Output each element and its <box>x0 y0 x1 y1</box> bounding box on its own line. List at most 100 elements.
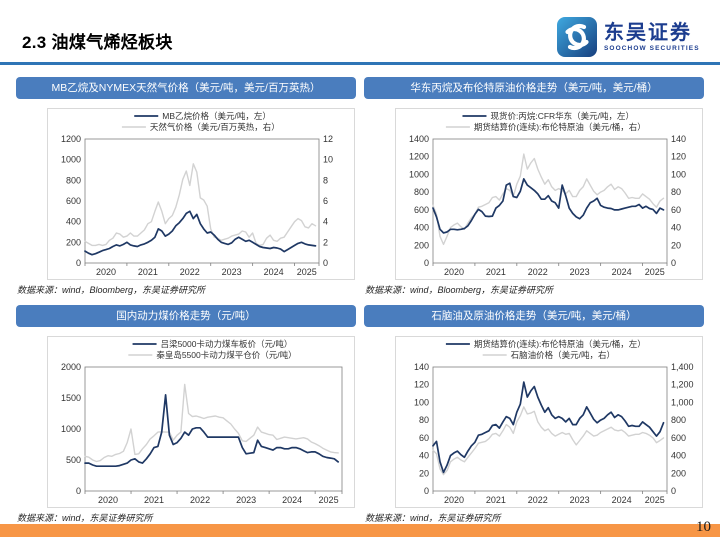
svg-text:秦皇岛5500卡动力煤平仓价（元/吨）: 秦皇岛5500卡动力煤平仓价（元/吨） <box>156 350 296 360</box>
svg-text:600: 600 <box>66 196 81 206</box>
svg-text:600: 600 <box>414 205 429 215</box>
panel-propane-brent: 华东丙烷及布伦特原油价格走势（美元/吨，美元/桶） 现货价:丙烷:CFR华东（美… <box>362 77 706 296</box>
svg-text:2025: 2025 <box>297 267 317 277</box>
svg-text:400: 400 <box>671 451 686 461</box>
svg-text:0: 0 <box>424 486 429 496</box>
svg-text:0: 0 <box>671 486 676 496</box>
svg-text:80: 80 <box>419 415 429 425</box>
panel-header: 华东丙烷及布伦特原油价格走势（美元/吨，美元/桶） <box>364 77 704 99</box>
svg-text:40: 40 <box>671 223 681 233</box>
svg-text:400: 400 <box>414 223 429 233</box>
svg-text:天然气价格（美元/百万英热，右）: 天然气价格（美元/百万英热，右） <box>150 122 280 132</box>
svg-text:期货结算价(连续):布伦特原油（美元/桶，右）: 期货结算价(连续):布伦特原油（美元/桶，右） <box>474 122 646 132</box>
svg-text:0: 0 <box>671 258 676 268</box>
svg-text:20: 20 <box>419 468 429 478</box>
svg-text:800: 800 <box>671 415 686 425</box>
source-note: 数据来源：wind，Bloomberg，东吴证券研究所 <box>17 285 206 295</box>
svg-text:2024: 2024 <box>612 267 632 277</box>
chart-mb-ethane-natgas: MB乙烷价格（美元/吨，左） 天然气价格（美元/百万英热，右） 0 200 400 600… <box>47 108 355 280</box>
svg-text:现货价:丙烷:CFR华东（美元/吨，左）: 现货价:丙烷:CFR华东（美元/吨，左） <box>490 111 634 121</box>
svg-text:2: 2 <box>323 237 328 247</box>
svg-text:2020: 2020 <box>98 495 118 505</box>
svg-text:200: 200 <box>414 240 429 250</box>
svg-text:2025: 2025 <box>645 495 665 505</box>
svg-text:600: 600 <box>671 433 686 443</box>
svg-text:2023: 2023 <box>570 267 590 277</box>
page-title: 2.3 油煤气烯烃板块 <box>22 33 173 52</box>
svg-text:2024: 2024 <box>264 267 284 277</box>
slide-header: 2.3 油煤气烯烃板块 东吴证券 SOOCHOW SECURITIES <box>0 0 720 62</box>
svg-text:0: 0 <box>323 258 328 268</box>
footer-accent-bar <box>0 524 720 537</box>
logo-company-name-en: SOOCHOW SECURITIES <box>604 44 700 52</box>
svg-text:2024: 2024 <box>612 495 632 505</box>
company-logo: 东吴证券 SOOCHOW SECURITIES <box>556 14 704 60</box>
chart-grid: MB乙烷及NYMEX天然气价格（美元/吨，美元/百万英热） MB乙烷价格（美元/… <box>14 77 706 524</box>
svg-text:2025: 2025 <box>319 495 339 505</box>
svg-text:120: 120 <box>671 152 686 162</box>
svg-text:200: 200 <box>66 237 81 247</box>
svg-text:2024: 2024 <box>282 495 302 505</box>
svg-text:2022: 2022 <box>528 495 548 505</box>
svg-text:500: 500 <box>66 455 81 465</box>
chart-naphtha-crude: 期货结算价(连续):布伦特原油（美元/桶，左） 石脑油价格（美元/吨，右） 0 20 4… <box>395 336 703 508</box>
svg-text:100: 100 <box>671 169 686 179</box>
svg-text:4: 4 <box>323 217 328 227</box>
svg-text:1200: 1200 <box>61 134 81 144</box>
svg-text:100: 100 <box>414 397 429 407</box>
svg-text:20: 20 <box>671 240 681 250</box>
panel-header: MB乙烷及NYMEX天然气价格（美元/吨，美元/百万英热） <box>16 77 356 99</box>
svg-text:1400: 1400 <box>409 134 429 144</box>
svg-text:2023: 2023 <box>570 495 590 505</box>
svg-text:1200: 1200 <box>409 152 429 162</box>
svg-text:6: 6 <box>323 196 328 206</box>
svg-text:140: 140 <box>414 362 429 372</box>
svg-text:140: 140 <box>671 134 686 144</box>
svg-text:1,000: 1,000 <box>671 397 694 407</box>
svg-text:800: 800 <box>66 175 81 185</box>
svg-text:2021: 2021 <box>138 267 158 277</box>
svg-text:2021: 2021 <box>486 267 506 277</box>
chart-propane-brent: 现货价:丙烷:CFR华东（美元/吨，左） 期货结算价(连续):布伦特原油（美元/桶… <box>395 108 703 280</box>
svg-text:2021: 2021 <box>486 495 506 505</box>
svg-text:2023: 2023 <box>236 495 256 505</box>
svg-text:石脑油价格（美元/吨，右）: 石脑油价格（美元/吨，右） <box>511 350 615 360</box>
svg-text:1500: 1500 <box>61 393 81 403</box>
svg-text:1000: 1000 <box>409 169 429 179</box>
svg-text:2021: 2021 <box>144 495 164 505</box>
svg-text:1000: 1000 <box>61 155 81 165</box>
source-note: 数据来源：wind，东吴证券研究所 <box>365 513 501 523</box>
svg-text:60: 60 <box>419 433 429 443</box>
page-number: 10 <box>696 519 711 535</box>
logo-company-name-cn: 东吴证券 <box>604 21 692 44</box>
svg-text:吕梁5000卡动力煤车板价（元/吨）: 吕梁5000卡动力煤车板价（元/吨） <box>161 339 293 349</box>
svg-text:800: 800 <box>414 187 429 197</box>
panel-header: 国内动力煤价格走势（元/吨） <box>16 305 356 327</box>
title-divider <box>0 62 720 65</box>
svg-text:期货结算价(连续):布伦特原油（美元/桶，左）: 期货结算价(连续):布伦特原油（美元/桶，左） <box>474 339 646 349</box>
svg-text:2000: 2000 <box>61 362 81 372</box>
svg-text:400: 400 <box>66 217 81 227</box>
svg-text:2020: 2020 <box>444 267 464 277</box>
svg-text:10: 10 <box>323 155 333 165</box>
svg-text:2020: 2020 <box>444 495 464 505</box>
svg-text:2025: 2025 <box>645 267 665 277</box>
svg-text:1,400: 1,400 <box>671 362 694 372</box>
svg-text:2022: 2022 <box>190 495 210 505</box>
svg-text:2023: 2023 <box>222 267 242 277</box>
panel-header: 石脑油及原油价格走势（美元/吨，美元/桶） <box>364 305 704 327</box>
svg-text:8: 8 <box>323 175 328 185</box>
svg-text:12: 12 <box>323 134 333 144</box>
panel-thermal-coal: 国内动力煤价格走势（元/吨） 吕梁5000卡动力煤车板价（元/吨） 秦皇岛5500… <box>14 305 358 524</box>
svg-text:1,200: 1,200 <box>671 380 694 390</box>
svg-text:80: 80 <box>671 187 681 197</box>
source-note: 数据来源：wind，东吴证券研究所 <box>17 513 153 523</box>
svg-text:200: 200 <box>671 468 686 478</box>
svg-text:2020: 2020 <box>96 267 116 277</box>
svg-text:0: 0 <box>424 258 429 268</box>
svg-text:1000: 1000 <box>61 424 81 434</box>
svg-text:2022: 2022 <box>528 267 548 277</box>
svg-text:2022: 2022 <box>180 267 200 277</box>
source-note: 数据来源：wind，Bloomberg，东吴证券研究所 <box>365 285 554 295</box>
soochow-logo-icon <box>557 17 597 57</box>
